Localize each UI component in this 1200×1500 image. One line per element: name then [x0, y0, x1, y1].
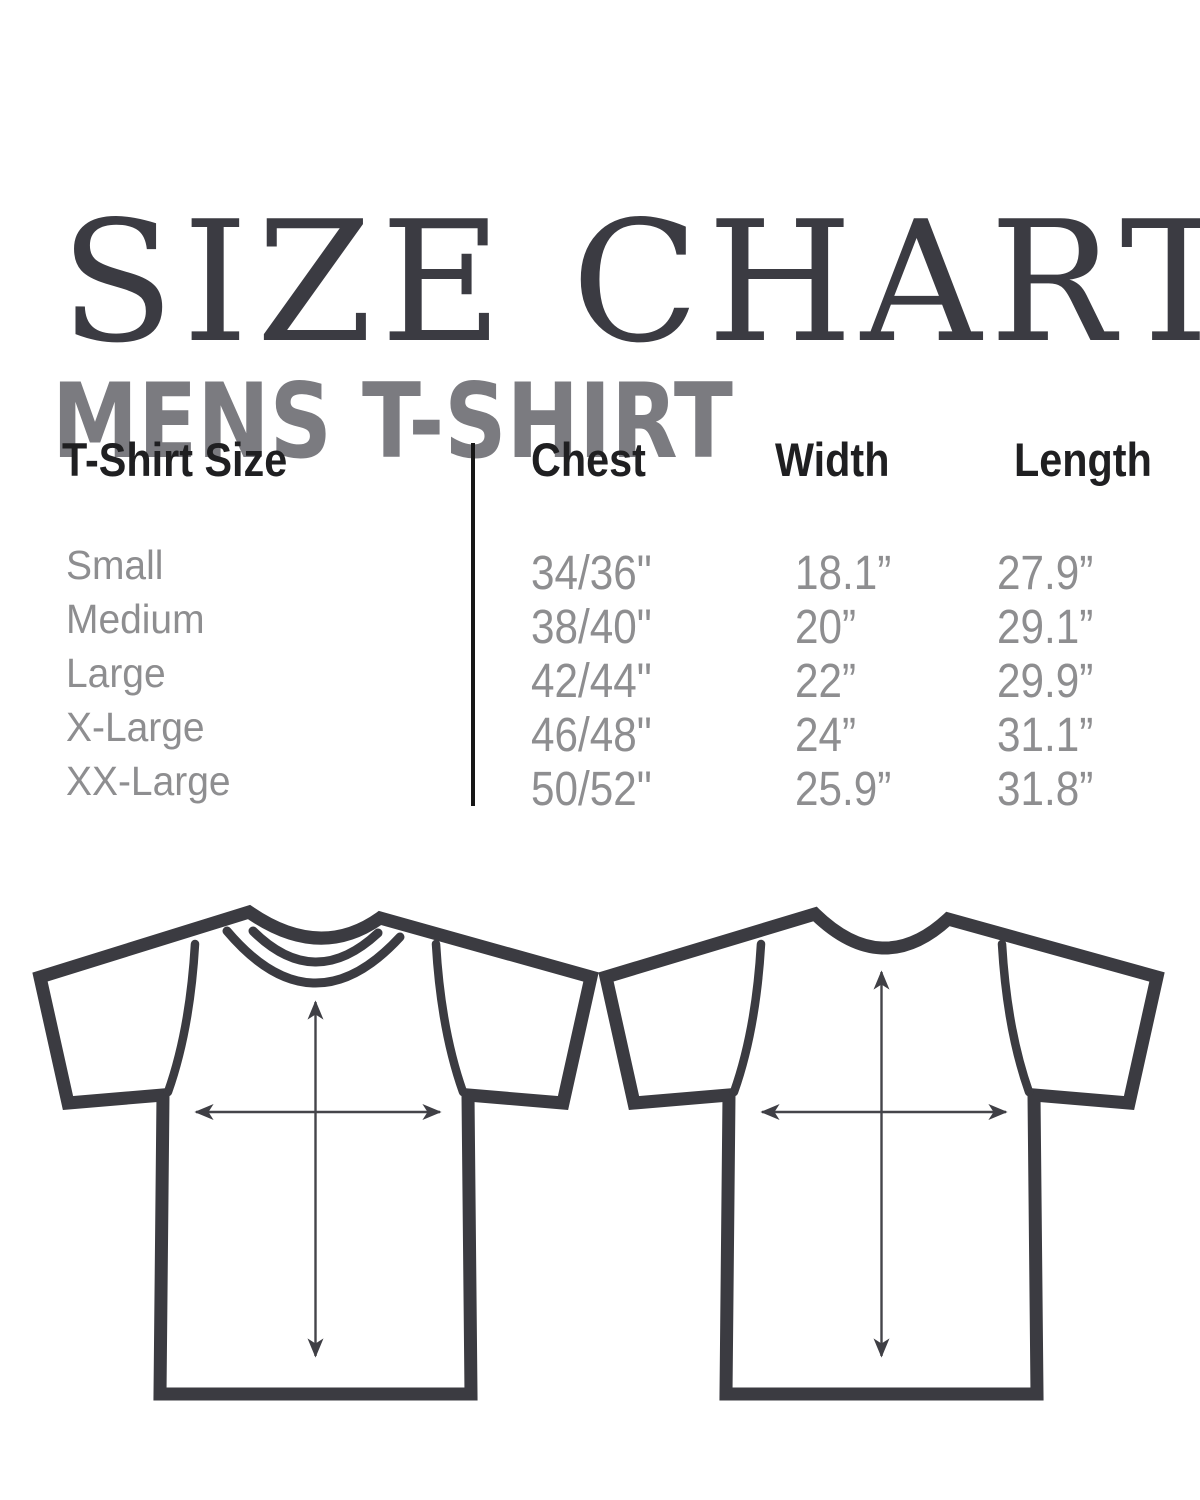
- length-value: 29.9”: [997, 655, 1094, 708]
- width-value: 22”: [795, 655, 857, 708]
- length-value: 29.1”: [997, 601, 1094, 654]
- column-header-size: T-Shirt Size: [62, 433, 288, 486]
- width-value: 25.9”: [795, 763, 892, 816]
- chest-value: 42/44": [531, 655, 652, 708]
- size-label: Medium: [66, 596, 205, 642]
- length-value: 31.1”: [997, 709, 1094, 762]
- size-label: XX-Large: [66, 758, 231, 804]
- column-header-length: Length: [1014, 433, 1152, 486]
- width-value: 18.1”: [795, 547, 892, 600]
- chest-value: 46/48": [531, 709, 652, 762]
- column-header-width: Width: [775, 433, 890, 486]
- length-value: 31.8”: [997, 763, 1094, 816]
- width-value: 24”: [795, 709, 857, 762]
- chest-value: 38/40": [531, 601, 652, 654]
- armhole-seam-left: [729, 939, 766, 1097]
- collar-outer-line: [222, 926, 405, 988]
- tshirt-back-diagram: [598, 906, 1165, 1401]
- tshirt-front-diagram: [32, 904, 599, 1401]
- chest-value: 50/52": [531, 763, 652, 816]
- page-title: SIZE CHART: [60, 185, 1200, 380]
- armhole-seam-right: [431, 939, 468, 1097]
- size-label: X-Large: [66, 704, 205, 750]
- chest-value: 34/36": [531, 547, 652, 600]
- table-divider: [471, 443, 475, 806]
- size-label: Large: [66, 650, 166, 696]
- armhole-seam-left: [163, 939, 200, 1097]
- armhole-seam-right: [997, 939, 1034, 1097]
- length-value: 27.9”: [997, 547, 1094, 600]
- width-value: 20”: [795, 601, 857, 654]
- collar-inner-line: [248, 926, 383, 967]
- column-header-chest: Chest: [531, 433, 646, 486]
- page-subtitle: MENS T-SHIRT: [52, 362, 733, 483]
- size-label: Small: [66, 542, 164, 588]
